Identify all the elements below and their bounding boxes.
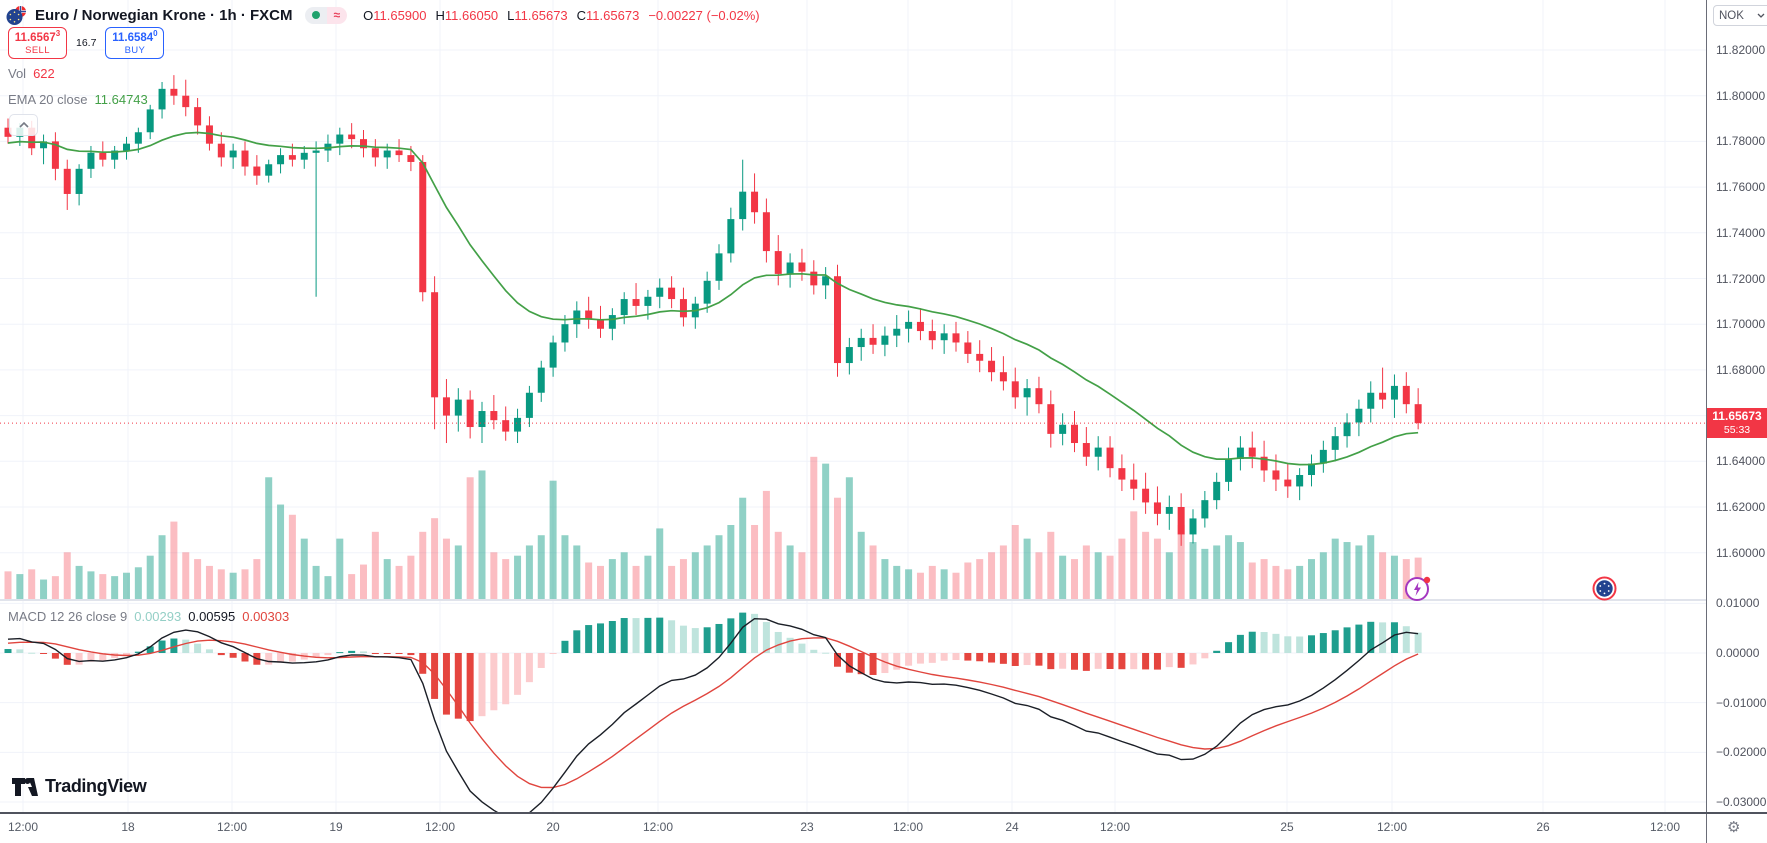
time-axis-label: 19 — [329, 820, 343, 834]
price-axis-label: 0.00000 — [1716, 646, 1760, 660]
volume-value: 622 — [33, 66, 55, 81]
time-axis-label: 12:00 — [1649, 820, 1681, 834]
market-open-status-icon[interactable] — [304, 6, 327, 24]
time-axis-label: 23 — [800, 820, 814, 834]
price-axis-label: 11.64000 — [1716, 454, 1766, 469]
price-axis-label: 11.62000 — [1716, 500, 1766, 514]
open-value: 11.65900 — [373, 7, 427, 23]
buy-button[interactable]: 11.65840 BUY — [105, 27, 165, 59]
pane-divider[interactable] — [0, 599, 1707, 601]
symbol-title[interactable]: Euro / Norwegian Krone · 1h · FXCM — [35, 6, 293, 24]
time-axis-label: 18 — [121, 820, 135, 834]
economic-event-eu-flag-icon[interactable] — [1592, 576, 1617, 601]
currency-label: NOK — [1719, 9, 1744, 22]
market-status-pills: ≈ — [304, 6, 348, 24]
symbol-pair-logo-icon — [6, 5, 26, 25]
order-panel: 11.65673 SELL 16.7 11.65840 BUY — [8, 27, 165, 59]
time-axis-label: 24 — [1005, 820, 1019, 834]
axis-settings-gear-icon[interactable]: ⚙ — [1727, 819, 1741, 836]
price-axis-label: 11.60000 — [1716, 545, 1766, 560]
time-axis-label: 12:00 — [642, 820, 674, 834]
delayed-data-icon[interactable]: ≈ — [326, 6, 348, 24]
ema-legend[interactable]: EMA 20 close 11.64743 — [8, 92, 148, 107]
price-axis-label: 11.76000 — [1716, 180, 1766, 195]
price-axis-label: 11.70000 — [1716, 317, 1766, 332]
price-axis-label: 11.72000 — [1716, 271, 1766, 286]
time-axis-label: 12:00 — [216, 820, 248, 834]
price-axis-label: −0.03000 — [1716, 795, 1767, 809]
time-axis-label: 26 — [1536, 820, 1550, 834]
sell-button[interactable]: 11.65673 SELL — [8, 27, 67, 59]
time-axis-label: 12:00 — [424, 820, 456, 834]
time-axis-label: 25 — [1280, 820, 1294, 834]
macd-signal-value: 0.00303 — [242, 609, 290, 624]
tradingview-wordmark: TradingView — [45, 776, 147, 796]
ohlc-readout: O11.65900 H11.66050 L11.65673 C11.65673 … — [363, 7, 760, 23]
economic-event-lightning-icon[interactable] — [1404, 574, 1432, 602]
change-value: −0.00227 (−0.02%) — [648, 7, 760, 23]
symbol-header: Euro / Norwegian Krone · 1h · FXCM ≈ O11… — [6, 4, 760, 26]
bar-countdown: 55:33 — [1723, 423, 1751, 436]
collapse-toolbar-button[interactable] — [9, 114, 38, 136]
tradingview-mark-icon — [12, 777, 38, 796]
currency-dropdown[interactable]: NOK — [1713, 5, 1767, 26]
macd-legend[interactable]: MACD 12 26 close 9 0.00293 0.00595 0.003… — [8, 609, 290, 624]
price-axis-label: 11.74000 — [1716, 225, 1766, 240]
time-axis-label: 12:00 — [1376, 820, 1408, 834]
price-axis-border — [1706, 0, 1707, 843]
price-axis[interactable]: NOK 11.65673 55:33 11.82000 11.80000 11.78… — [1707, 0, 1767, 813]
time-axis-label: 12:00 — [7, 820, 39, 834]
price-axis-label: −0.01000 — [1716, 695, 1767, 710]
tradingview-logo[interactable]: TradingView — [12, 776, 147, 797]
macd-line-value: 0.00595 — [188, 609, 236, 624]
time-axis-label: 12:00 — [892, 820, 924, 834]
macd-hist-value: 0.00293 — [134, 609, 182, 624]
price-axis-label: 11.78000 — [1716, 134, 1766, 149]
high-value: 11.66050 — [444, 7, 499, 23]
time-axis-label: 20 — [546, 820, 560, 834]
volume-legend[interactable]: Vol 622 — [8, 66, 55, 81]
close-value: 11.65673 — [586, 7, 640, 23]
chevron-down-icon — [1757, 13, 1765, 18]
price-axis-label: 11.82000 — [1716, 43, 1766, 57]
last-price-tag: 11.65673 55:33 — [1707, 408, 1767, 439]
spread-value: 16.7 — [76, 37, 97, 49]
chevron-up-icon — [18, 122, 29, 128]
time-axis-label: 12:00 — [1099, 820, 1131, 834]
price-axis-label: 11.68000 — [1716, 362, 1766, 377]
time-axis[interactable]: 12:00 18 12:00 19 12:00 20 12:00 23 12:00 24 12:00… — [0, 814, 1767, 843]
ema-value: 11.64743 — [94, 92, 148, 107]
price-axis-label: 11.80000 — [1716, 88, 1766, 103]
low-value: 11.65673 — [514, 7, 568, 23]
price-axis-label: 0.01000 — [1716, 596, 1760, 611]
price-axis-label: −0.02000 — [1716, 745, 1767, 760]
time-axis-border — [0, 812, 1767, 814]
